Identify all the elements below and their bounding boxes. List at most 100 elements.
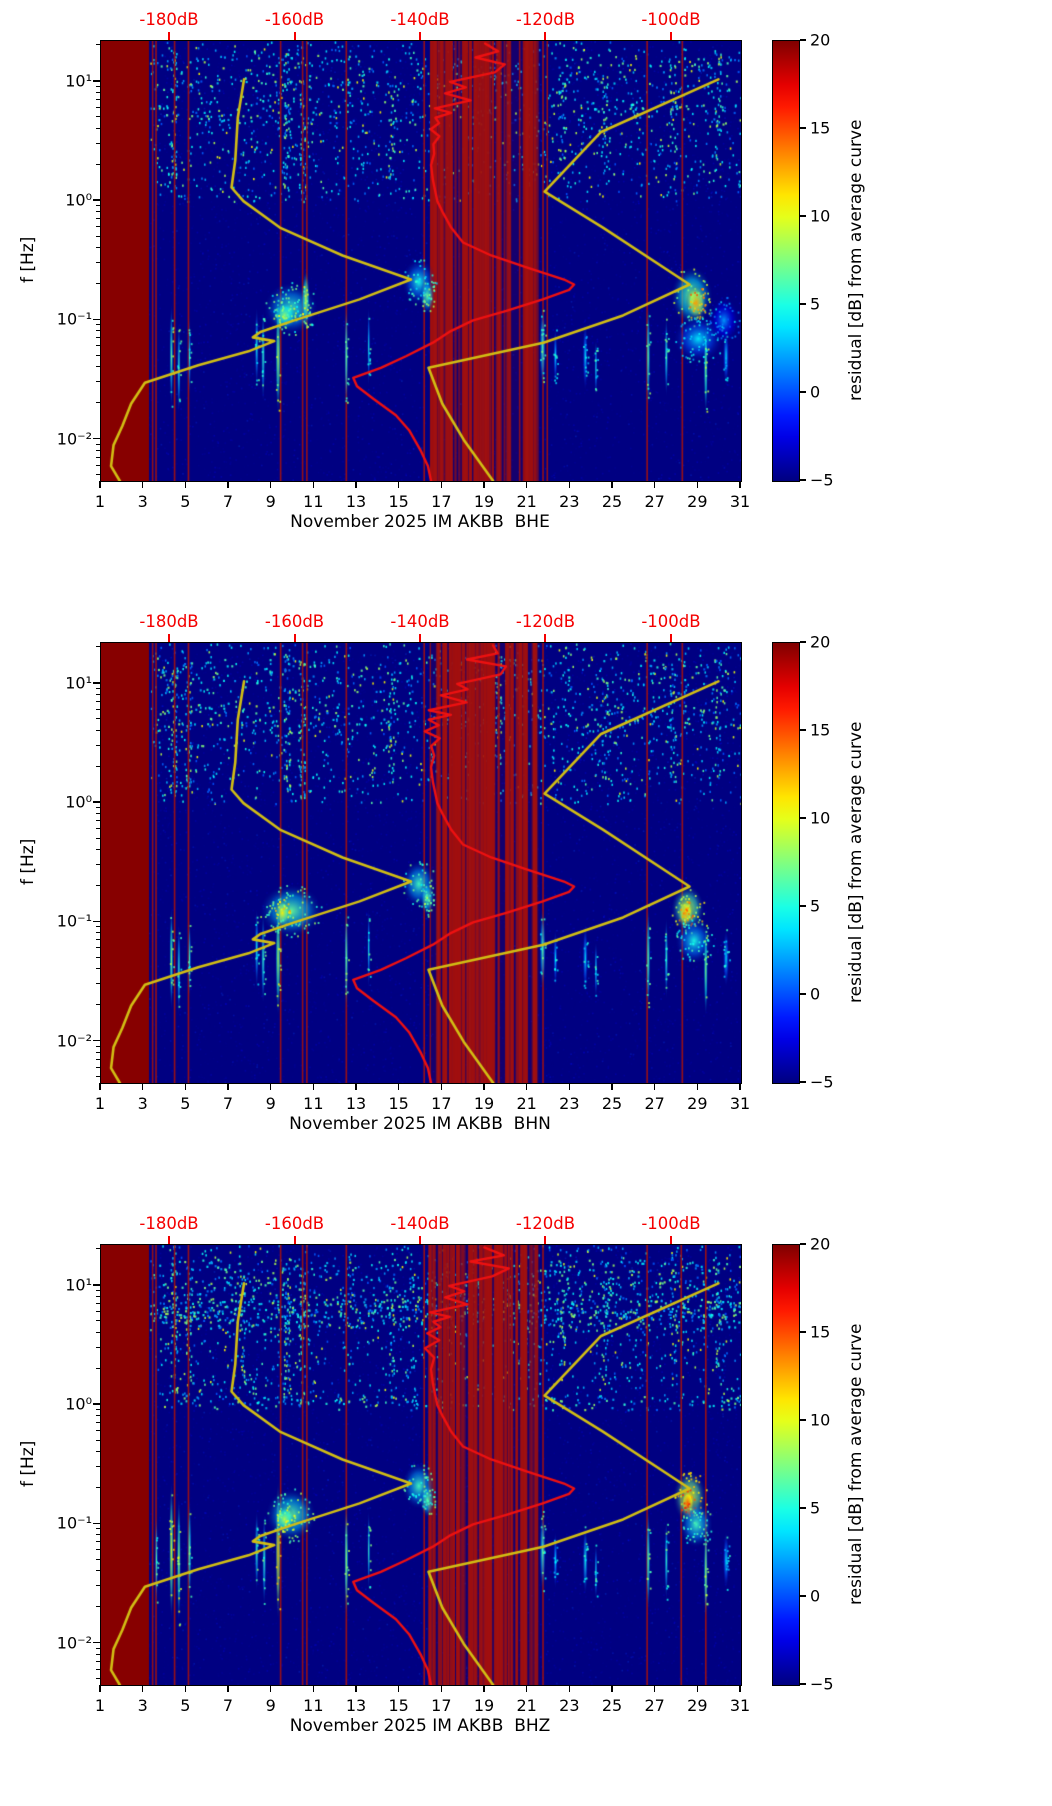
y-axis-label: f [Hz] [18,838,38,886]
colorbar-tick [800,215,806,217]
x-tick-label: 7 [222,1696,234,1715]
x-axis-label: November 2025 IM AKBB BHZ [289,1716,551,1736]
x-tick-label: 17 [431,1696,452,1715]
top-axis-tick [168,1236,171,1244]
x-tick-label: 31 [729,1696,751,1715]
x-tick-label: 29 [687,1094,708,1113]
x-tick-label: 25 [601,492,623,511]
top-db-label: -160dB [264,612,325,631]
y-tick [93,1284,100,1286]
colorbar-tick-label: 15 [810,1322,831,1342]
y-tick [93,437,100,440]
x-tick [739,1685,741,1692]
colorbar-label: residual [dB] from average curve [846,119,866,401]
colorbar-tick [800,1331,806,1333]
y-tick [93,1522,100,1525]
x-tick [227,1685,229,1692]
x-tick [312,1685,315,1692]
x-tick [611,1685,613,1692]
x-tick [141,481,144,488]
top-axis-tick [293,32,296,40]
x-tick-label: 17 [431,1094,452,1113]
colorbar-tick [800,641,806,643]
x-tick-label: 23 [559,492,580,511]
spectrogram-canvas-bhn [101,643,741,1083]
y-tick-label: 10¹ [65,673,92,693]
top-db-label: -120dB [515,612,576,631]
top-axis-tick [544,32,547,40]
top-db-label: -120dB [515,1214,576,1233]
x-tick [184,481,187,488]
x-tick [355,1685,357,1692]
x-tick [611,481,613,488]
x-tick-label: 29 [687,492,708,511]
x-tick-label: 3 [137,492,148,511]
x-tick-label: 5 [180,492,191,511]
x-tick [568,481,571,488]
top-db-label: -160dB [264,1214,325,1233]
panel-bhe: f [Hz] -180dB -160dB -140dB -120dB -100dB 10¹… [0,0,1052,602]
x-tick-label: 31 [729,492,751,511]
colorbar-tick-label: 20 [810,1234,831,1254]
spectrogram-plot-bhn [100,642,742,1084]
top-axis-tick [168,32,171,40]
top-axis-tick [544,634,547,642]
x-tick [611,1083,613,1090]
y-tick-label: 10⁰ [65,792,92,812]
colorbar-tick-label: 15 [810,720,831,740]
y-tick [93,80,100,82]
x-tick-label: 15 [388,1094,409,1113]
x-tick [739,1083,741,1090]
colorbar-tick-label: −5 [810,1072,834,1092]
x-tick [739,481,741,488]
y-tick [93,682,100,684]
colorbar-tick [800,1683,806,1685]
x-tick-label: 1 [94,1696,106,1715]
x-tick [483,481,485,488]
x-tick-label: 1 [94,492,106,511]
x-tick [184,1685,187,1692]
x-tick [696,481,699,488]
x-tick [440,1685,443,1692]
colorbar-tick [800,905,806,907]
top-db-label: -140dB [390,1214,450,1233]
colorbar-tick [800,1243,806,1245]
y-tick-label: 10⁻¹ [56,1513,92,1533]
x-tick [397,1083,400,1090]
x-tick [483,1685,485,1692]
x-tick [483,1083,485,1090]
x-tick [141,1685,144,1692]
colorbar-tick [800,817,806,819]
x-tick [355,481,357,488]
y-tick [93,1641,100,1644]
top-axis-tick [669,1236,672,1244]
y-tick-label: 10⁰ [65,1394,92,1414]
colorbar-gradient [772,642,800,1084]
x-tick-label: 25 [601,1696,623,1715]
colorbar-tick-label: 0 [810,382,821,402]
colorbar-tick-label: 10 [810,206,831,226]
x-tick-label: 29 [687,1696,708,1715]
x-tick-label: 27 [644,1094,665,1113]
top-axis-tick [419,634,421,642]
colorbar-gradient [772,40,800,482]
top-db-label: -180dB [139,612,199,631]
y-tick [93,318,100,321]
x-tick-label: 1 [94,1094,106,1113]
spectrogram-canvas-bhz [101,1245,741,1685]
colorbar-tick-label: 20 [810,30,831,50]
y-tick-label: 10⁻² [56,1031,92,1051]
x-tick [355,1083,357,1090]
colorbar-tick [800,993,806,995]
top-axis-tick [293,1236,296,1244]
x-tick [696,1685,699,1692]
x-tick [269,481,272,488]
x-tick-label: 19 [473,1696,495,1715]
top-axis-tick [168,634,171,642]
y-axis-label: f [Hz] [18,236,38,284]
x-tick [397,1685,400,1692]
colorbar-tick [800,1081,806,1083]
x-tick-label: 11 [303,492,324,511]
top-db-label: -100dB [641,1214,701,1233]
top-db-label: -120dB [515,10,576,29]
